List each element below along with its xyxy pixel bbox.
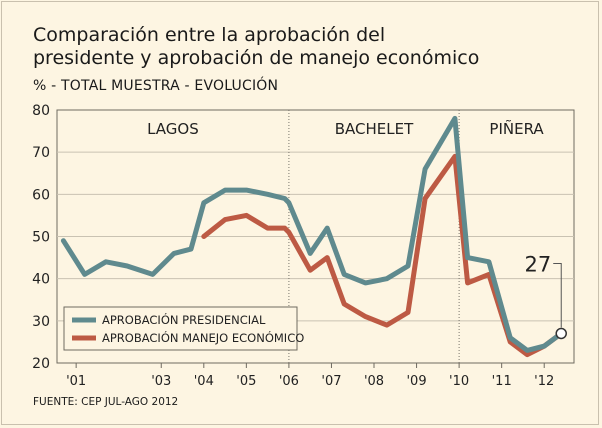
x-tick-label: '06 xyxy=(279,374,299,389)
x-tick-label: '01 xyxy=(66,374,86,389)
x-tick-label: '10 xyxy=(449,374,469,389)
x-tick-label: '12 xyxy=(534,374,554,389)
annotation-label: 27 xyxy=(525,252,552,276)
x-tick-label: '07 xyxy=(321,374,341,389)
legend-entry: APROBACIÓN PRESIDENCIAL xyxy=(102,312,266,327)
x-tick-label: '09 xyxy=(406,374,426,389)
x-tick-label: '05 xyxy=(236,374,256,389)
period-label: PIÑERA xyxy=(489,119,544,138)
chart-title: Comparación entre la aprobación del pres… xyxy=(33,24,503,70)
y-tick-label: 80 xyxy=(32,103,50,119)
y-tick-label: 40 xyxy=(32,272,50,288)
annotation-marker xyxy=(555,327,567,340)
period-label: LAGOS xyxy=(147,120,199,138)
x-tick-label: '04 xyxy=(194,374,214,389)
title-line-1: Comparación entre la aprobación del xyxy=(33,24,386,46)
y-tick-label: 50 xyxy=(32,230,50,246)
x-tick-label: '08 xyxy=(364,374,384,389)
y-tick-label: 70 xyxy=(32,145,50,161)
source-note: FUENTE: CEP JUL-AGO 2012 xyxy=(33,396,179,408)
series-presidential-line xyxy=(60,115,564,353)
y-tick-label: 30 xyxy=(32,314,50,330)
legend-box xyxy=(63,306,298,351)
x-tick-label: '03 xyxy=(151,374,171,389)
x-tick-label: '11 xyxy=(492,374,512,389)
y-tick-label: 60 xyxy=(32,187,50,203)
annotation-leader xyxy=(553,262,562,328)
legend-entry: APROBACIÓN MANEJO ECONÓMICO xyxy=(102,330,304,345)
chart-subtitle: % - TOTAL MUESTRA - EVOLUCIÓN xyxy=(33,78,279,94)
title-line-2: presidente y aprobación de manejo económ… xyxy=(33,47,480,69)
period-label: BACHELET xyxy=(335,120,414,138)
y-tick-label: 20 xyxy=(32,356,50,372)
